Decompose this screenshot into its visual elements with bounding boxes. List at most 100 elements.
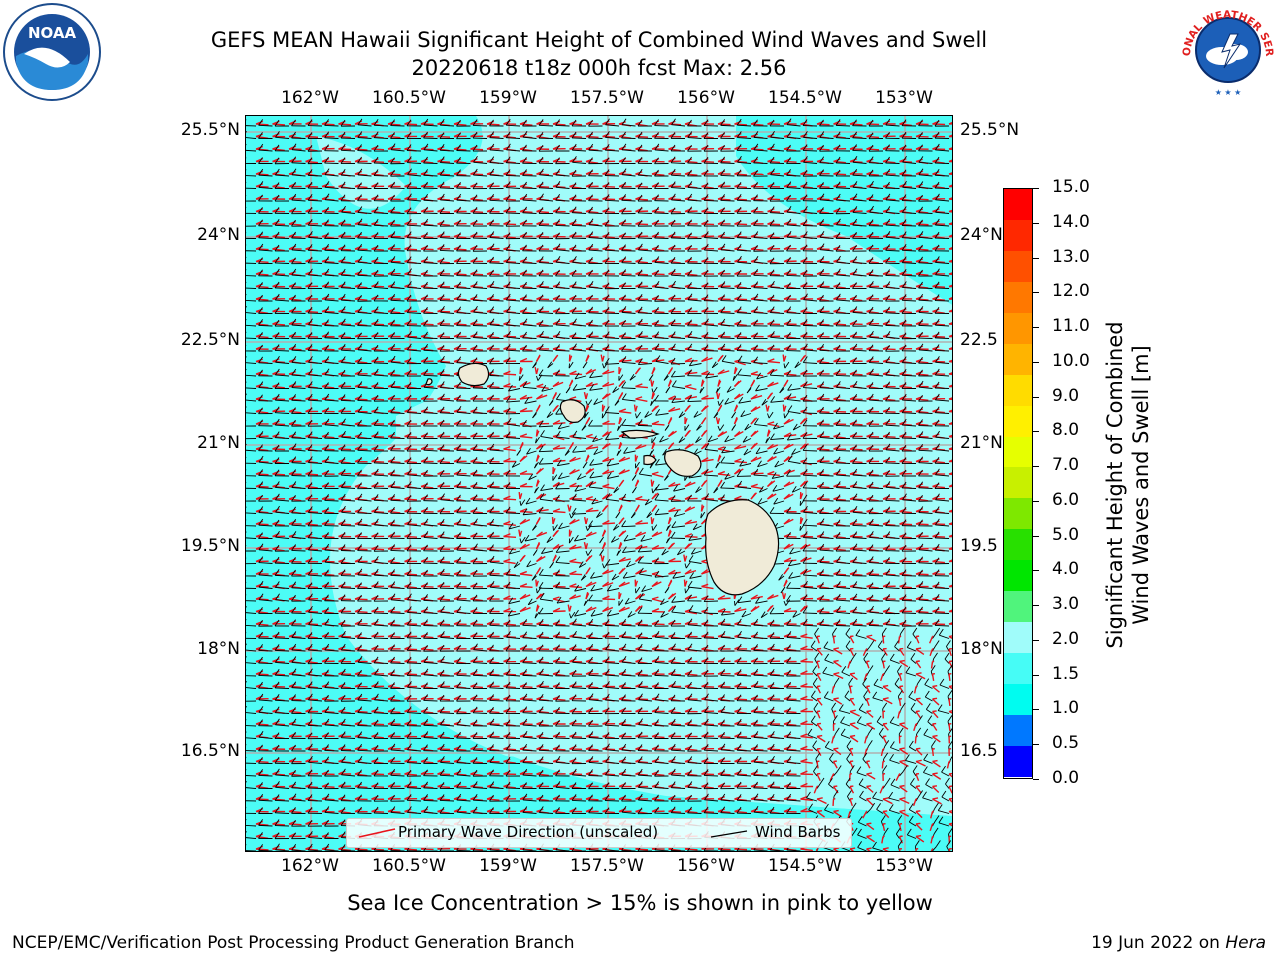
wave-direction-arrow [618, 198, 632, 201]
wind-barb-flag [571, 143, 577, 151]
wind-barb [341, 149, 356, 152]
wave-arrow-head [338, 183, 346, 188]
wave-arrow-head [915, 307, 924, 313]
wind-barb-flag [340, 131, 346, 139]
wind-barb-flag [390, 319, 395, 327]
wind-barb-flag [324, 193, 330, 200]
wave-arrow-head [767, 270, 775, 275]
wind-barb-flag [637, 194, 643, 202]
wind-barb-flag [885, 269, 890, 276]
wind-barb-flag [720, 194, 725, 201]
wave-direction-arrow [569, 285, 582, 289]
wave-arrow-head [866, 271, 874, 275]
wind-barb [308, 274, 323, 277]
wave-arrow-head [486, 133, 495, 138]
wind-barb [555, 199, 570, 202]
wind-barb-flag [934, 256, 940, 263]
wind-barb [572, 149, 587, 152]
wave-direction-arrow [354, 323, 368, 327]
wind-barb [407, 312, 422, 314]
wind-barb [770, 149, 785, 152]
wave-arrow-head [618, 257, 627, 263]
wave-arrow-head [932, 333, 940, 338]
wave-direction-arrow [503, 135, 516, 139]
wind-barb-flag [638, 243, 643, 251]
wind-barb [246, 262, 257, 264]
wind-barb-flag [836, 268, 841, 276]
wind-barb [935, 149, 950, 152]
wind-barb-flag [555, 281, 561, 288]
wave-arrow-head [503, 120, 511, 125]
lat-label-right: 19.5 [960, 536, 998, 556]
wind-barb-flag [340, 181, 346, 189]
wind-barb-flag [720, 269, 725, 277]
wave-direction-arrow [288, 235, 302, 238]
wave-direction-arrow [734, 323, 747, 327]
wind-barb-flag [258, 231, 264, 239]
wave-arrow-head [816, 258, 825, 263]
wind-barb [902, 299, 917, 302]
wind-barb-flag [571, 332, 577, 339]
wave-arrow-head [288, 270, 297, 275]
wind-barb-flag [654, 231, 659, 239]
wind-barb-flag [786, 256, 791, 264]
wave-direction-arrow [437, 223, 450, 227]
wave-direction-arrow [387, 135, 401, 139]
wave-direction-arrow [305, 160, 318, 164]
wind-barb [341, 187, 356, 189]
wind-barb-flag [934, 281, 940, 289]
wind-barb [556, 261, 570, 264]
wind-barb [588, 224, 603, 227]
wind-barb-flag [621, 332, 626, 339]
wind-barb-flag [654, 269, 659, 277]
wave-arrow-head [866, 183, 874, 188]
wind-barb [902, 212, 917, 214]
wind-barb-flag [852, 206, 858, 213]
wind-barb-flag [373, 119, 379, 126]
wind-barb [803, 299, 818, 302]
wind-barb-flag [803, 156, 808, 163]
wave-arrow-head [767, 332, 775, 338]
wave-arrow-head [255, 270, 264, 275]
wind-barb [671, 363, 686, 365]
wind-barb [621, 199, 636, 202]
wave-arrow-head [948, 197, 952, 200]
wind-barb-flag [885, 206, 891, 213]
wind-barb-flag [472, 119, 478, 126]
wave-arrow-head [420, 158, 429, 163]
wave-direction-arrow [371, 248, 384, 251]
wind-barb-flag [835, 119, 841, 126]
wave-arrow-head [288, 345, 297, 350]
wind-barb-flag [390, 244, 395, 251]
wave-direction-arrow [948, 235, 952, 238]
wave-direction-arrow [833, 410, 847, 413]
wind-barb-flag [522, 231, 527, 239]
wave-arrow-head [552, 120, 561, 125]
wind-barb-flag [868, 219, 874, 226]
wave-direction-arrow [272, 185, 285, 189]
wind-barb [687, 199, 702, 202]
wave-arrow-head [552, 171, 560, 175]
wind-barb-flag [637, 294, 643, 301]
wave-direction-arrow [453, 273, 467, 276]
wind-barb-flag [390, 343, 396, 351]
wind-barb-flag [753, 194, 758, 201]
wave-arrow-head [932, 183, 940, 188]
wave-direction-arrow [602, 148, 615, 151]
wave-direction-arrow [866, 310, 879, 314]
wave-direction-arrow [899, 310, 913, 314]
wave-arrow-head [552, 258, 561, 263]
wave-direction-arrow [272, 123, 286, 126]
wind-barb-flag [835, 232, 841, 239]
wave-direction-arrow [618, 298, 632, 301]
wind-barb-flag [852, 294, 857, 302]
wave-arrow-head [651, 208, 660, 213]
wind-barb [473, 174, 488, 177]
wave-arrow-head [288, 170, 297, 175]
wind-barb-flag [472, 231, 478, 239]
wave-arrow-head [338, 145, 346, 150]
wave-direction-arrow [470, 335, 484, 338]
wind-barb-flag [654, 331, 660, 338]
wave-direction-arrow [899, 435, 913, 438]
wind-barb-flag [571, 244, 577, 252]
